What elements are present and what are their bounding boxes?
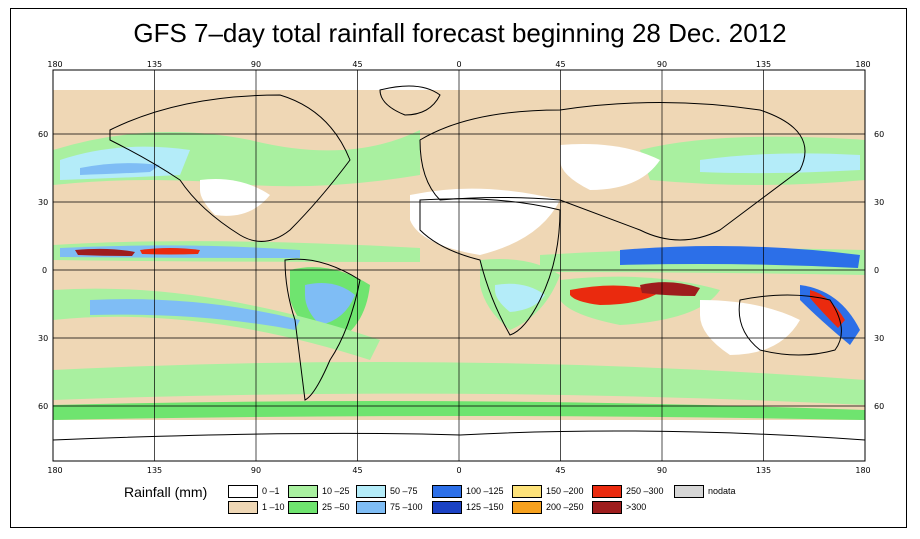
legend-item-3: 25 –50 (288, 500, 350, 514)
legend-label-8: 150 –200 (546, 486, 584, 496)
lat-left-2: 0 (42, 266, 47, 275)
legend-swatch-7 (432, 500, 462, 514)
lon-top-1: 135 (147, 60, 162, 69)
legend-label-1: 1 –10 (262, 502, 285, 512)
legend-item-5: 75 –100 (356, 500, 423, 514)
lon-top-3: 45 (352, 60, 362, 69)
lon-bottom-6: 90 (657, 466, 667, 475)
lat-right-3: 30 (874, 334, 884, 343)
legend-title: Rainfall (mm) (124, 484, 208, 500)
legend-swatch-2 (288, 484, 318, 498)
legend-label-10: 250 –300 (626, 486, 664, 496)
legend-swatch-5 (356, 500, 386, 514)
lat-left-1: 30 (38, 198, 48, 207)
legend-item-10: 250 –300 (592, 484, 664, 498)
legend-swatch-11 (592, 500, 622, 514)
lon-top-6: 90 (657, 60, 667, 69)
legend-swatch-4 (356, 484, 386, 498)
lat-right-4: 60 (874, 402, 884, 411)
legend-swatch-10 (592, 484, 622, 498)
coastlines (53, 85, 865, 441)
legend-label-4: 50 –75 (390, 486, 418, 496)
lon-top-0: 180 (47, 60, 62, 69)
lon-labels-top: 180 135 90 45 0 45 90 135 180 (47, 60, 870, 69)
map-title: GFS 7–day total rainfall forecast beginn… (133, 18, 787, 48)
legend-item-11: >300 (592, 500, 646, 514)
legend-swatch-0 (228, 484, 258, 498)
legend-label-11: >300 (626, 502, 647, 512)
lat-right-0: 60 (874, 130, 884, 139)
legend-item-0: 0 –1 (228, 484, 280, 498)
lon-labels-bottom: 180 135 90 45 0 45 90 135 180 (47, 466, 870, 475)
legend-item-12: nodata (674, 484, 736, 498)
legend-item-8: 150 –200 (512, 484, 584, 498)
lon-bottom-3: 45 (352, 466, 362, 475)
legend-item-9: 200 –250 (512, 500, 584, 514)
legend-swatch-6 (432, 484, 462, 498)
legend-swatch-8 (512, 484, 542, 498)
lon-top-4: 0 (456, 60, 461, 69)
legend-label-6: 100 –125 (466, 486, 504, 496)
lat-left-0: 60 (38, 130, 48, 139)
legend-label-3: 25 –50 (322, 502, 350, 512)
lat-labels-left: 60 30 0 30 60 (38, 130, 48, 411)
legend-swatch-1 (228, 500, 258, 514)
legend-label-12: nodata (708, 486, 736, 496)
graticule (53, 70, 865, 461)
lon-bottom-8: 180 (855, 466, 870, 475)
legend-item-4: 50 –75 (356, 484, 418, 498)
legend-label-7: 125 –150 (466, 502, 504, 512)
legend-label-9: 200 –250 (546, 502, 584, 512)
lon-top-7: 135 (756, 60, 771, 69)
lon-bottom-5: 45 (555, 466, 565, 475)
lon-bottom-7: 135 (756, 466, 771, 475)
legend-label-0: 0 –1 (262, 486, 280, 496)
lon-bottom-1: 135 (147, 466, 162, 475)
legend-item-7: 125 –150 (432, 500, 504, 514)
lon-top-2: 90 (251, 60, 261, 69)
lon-bottom-2: 90 (251, 466, 261, 475)
legend-label-2: 10 –25 (322, 486, 350, 496)
legend-item-2: 10 –25 (288, 484, 350, 498)
lat-right-1: 30 (874, 198, 884, 207)
legend-swatch-12 (674, 484, 704, 498)
legend-swatch-9 (512, 500, 542, 514)
lat-left-3: 30 (38, 334, 48, 343)
legend-item-6: 100 –125 (432, 484, 504, 498)
map-border (52, 69, 866, 462)
lat-right-2: 0 (874, 266, 879, 275)
lon-bottom-0: 180 (47, 466, 62, 475)
lon-bottom-4: 0 (456, 466, 461, 475)
legend-label-5: 75 –100 (390, 502, 423, 512)
legend-swatch-3 (288, 500, 318, 514)
lat-left-4: 60 (38, 402, 48, 411)
lon-top-8: 180 (855, 60, 870, 69)
legend-item-1: 1 –10 (228, 500, 285, 514)
lat-labels-right: 60 30 0 30 60 (874, 130, 884, 411)
lon-top-5: 45 (555, 60, 565, 69)
